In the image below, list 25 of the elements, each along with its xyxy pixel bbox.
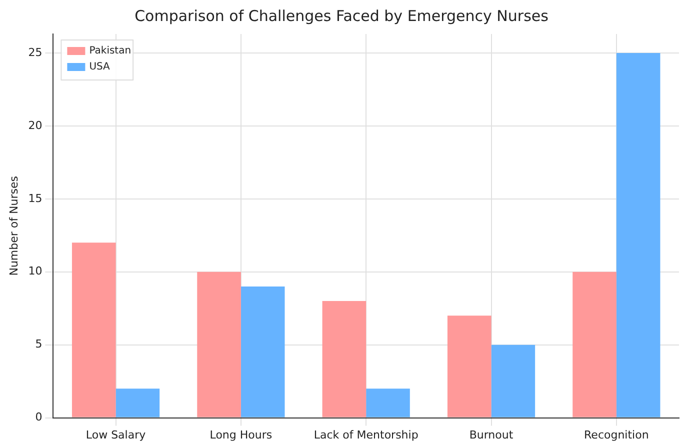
bar: [72, 242, 116, 418]
y-tick-label: 10: [28, 264, 42, 278]
bar: [616, 52, 660, 418]
bar: [197, 272, 241, 418]
x-tick-label: Burnout: [469, 428, 514, 442]
y-axis-title: Number of Nurses: [7, 176, 20, 276]
bar: [491, 344, 536, 418]
y-tick-label: 5: [35, 338, 42, 351]
bar: [240, 286, 285, 418]
x-tick-label: Lack of Mentorship: [314, 428, 418, 442]
y-tick-label: 25: [28, 46, 42, 59]
bar: [572, 272, 616, 418]
bar: [116, 388, 160, 418]
bar: [447, 316, 492, 418]
legend-label: Pakistan: [89, 46, 132, 57]
y-tick-label: 0: [35, 410, 42, 424]
x-tick-label: Long Hours: [210, 428, 272, 442]
y-tick-label: 20: [28, 118, 42, 132]
legend-label: USA: [89, 62, 110, 73]
bar: [322, 301, 366, 418]
x-tick-label: Low Salary: [86, 428, 146, 442]
y-tick-label: 15: [28, 192, 42, 205]
bar: [366, 388, 410, 418]
chart-title: Comparison of Challenges Faced by Emergency Nurses: [134, 6, 549, 25]
x-tick-label: Recognition: [584, 428, 649, 442]
